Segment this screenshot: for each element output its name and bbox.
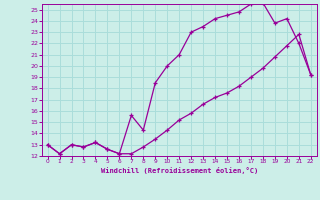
X-axis label: Windchill (Refroidissement éolien,°C): Windchill (Refroidissement éolien,°C) [100,167,258,174]
